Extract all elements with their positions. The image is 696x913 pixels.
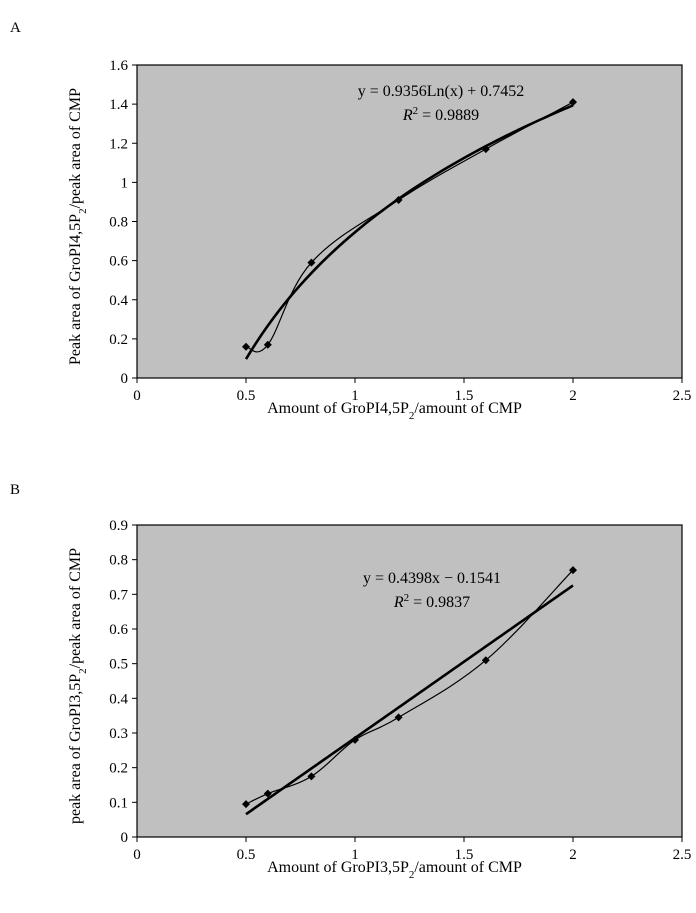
y-tick-label: 0.8 (109, 215, 128, 231)
trendline-equation: y = 0.9356Ln(x) + 0.7452 (358, 83, 524, 100)
data-point (394, 195, 403, 204)
x-tick-label: 2.5 (673, 847, 692, 863)
y-tick-label: 0.8 (109, 553, 128, 569)
panel-label: A (10, 20, 21, 36)
x-tick-label: 0 (133, 847, 141, 863)
y-tick-label: 0 (121, 371, 129, 387)
x-tick-label: 2 (569, 388, 577, 404)
y-tick-label: 0.1 (109, 795, 128, 811)
x-tick-label: 0.5 (237, 847, 256, 863)
y-tick-label: 0.9 (109, 518, 128, 534)
y-tick-label: 0.2 (109, 761, 128, 777)
trendline-equation: y = 0.4398x − 0.1541 (363, 570, 501, 587)
plot-area (136, 64, 683, 379)
x-tick-label: 1 (351, 388, 359, 404)
data-point (307, 258, 316, 267)
x-tick-label: 1.5 (455, 847, 474, 863)
data-point (569, 98, 577, 107)
data-point (481, 145, 490, 154)
x-tick-label: 1 (351, 847, 359, 863)
data-point (263, 340, 272, 349)
data-point (242, 342, 250, 351)
chart-panel-b: B 0 0.1 0.2 0.3 0.4 0.5 0.6 0.7 0.8 0.9 0 0.5 1 1.5 2 2.… (10, 482, 691, 881)
data-point (242, 800, 250, 809)
x-tick-label: 1.5 (455, 388, 474, 404)
r-squared: R2 = 0.9889 (402, 105, 479, 124)
y-tick-label: 0.5 (109, 657, 128, 673)
y-tick-label: 0.3 (109, 726, 128, 742)
y-tick-label: 0 (121, 830, 129, 846)
y-axis-title: Peak area of GroPI4,5P2/peak area of CMP (67, 88, 89, 365)
y-tick-label: 0.7 (109, 587, 128, 603)
y-tick-label: 0.4 (109, 293, 128, 309)
r-squared: R2 = 0.9837 (393, 592, 470, 611)
chart-panel-a: A 0 0.2 0.4 0.6 0.8 1 1.2 1.4 1.6 0 0.5 1 1.5 2 2.5 Amou… (10, 20, 691, 422)
y-tick-label: 1 (121, 175, 129, 191)
x-tick-label: 2.5 (673, 388, 692, 404)
trendline (244, 104, 574, 360)
x-axis-title: Amount of GroPI4,5P2/amount of CMP (267, 400, 522, 422)
y-tick-label: 0.4 (109, 691, 128, 707)
x-tick-label: 0 (133, 388, 141, 404)
y-tick-label: 1.6 (109, 58, 128, 74)
x-tick-label: 2 (569, 847, 577, 863)
data-point (263, 789, 272, 798)
data-point (569, 566, 577, 575)
plot-area (136, 524, 683, 838)
panel-label: B (10, 482, 20, 498)
x-tick-label: 0.5 (237, 388, 256, 404)
y-tick-label: 0.2 (109, 332, 128, 348)
data-point (351, 735, 359, 744)
y-tick-label: 1.4 (109, 97, 128, 113)
y-tick-label: 1.2 (109, 136, 128, 152)
data-point (394, 713, 403, 722)
y-axis-title: peak area of GroPI3,5P2/peak area of CMP (67, 548, 89, 824)
data-point (481, 656, 490, 665)
trendline (245, 584, 574, 816)
data-point (307, 772, 316, 781)
x-axis-title: Amount of GroPI3,5P2/amount of CMP (267, 859, 522, 881)
y-tick-label: 0.6 (109, 622, 128, 638)
y-tick-label: 0.6 (109, 254, 128, 270)
